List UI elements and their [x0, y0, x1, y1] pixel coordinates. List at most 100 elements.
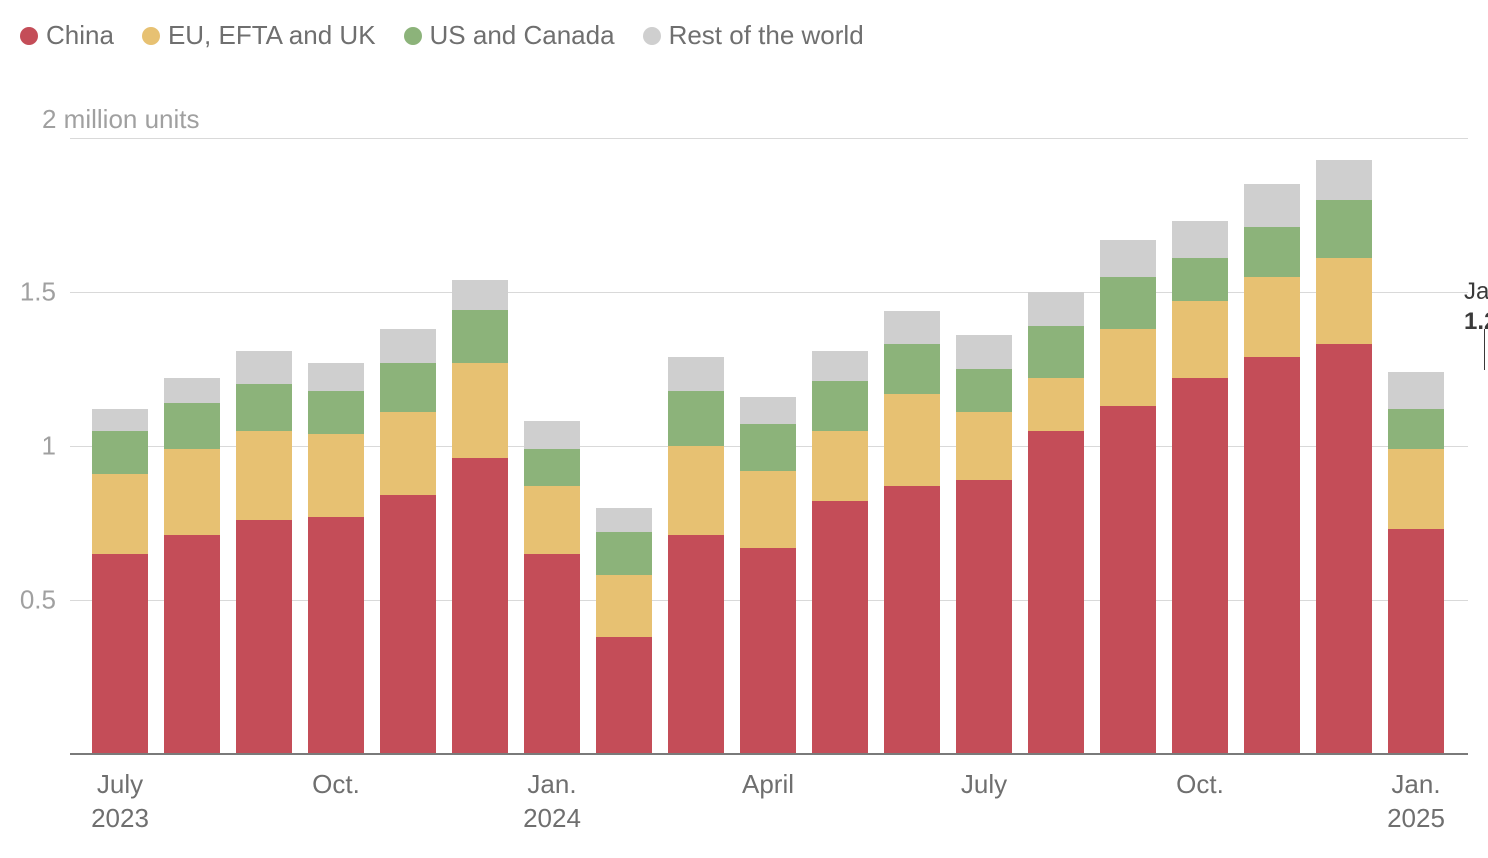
bar-column	[1172, 221, 1228, 754]
legend-swatch-china	[20, 27, 38, 45]
bar-column	[956, 335, 1012, 754]
bar-column	[236, 351, 292, 754]
bar-segment-china	[380, 495, 436, 754]
bar-column	[668, 357, 724, 754]
annotation-date: Jan 2025	[1464, 277, 1488, 307]
bar-segment-usca	[956, 369, 1012, 412]
annotation-leader-line	[1484, 329, 1485, 370]
bar-column	[740, 397, 796, 754]
bar-segment-usca	[740, 424, 796, 470]
bar-segment-usca	[452, 310, 508, 362]
x-tick-label: July	[961, 768, 1007, 802]
y-tick-label: 1	[42, 431, 56, 462]
bar-segment-rest	[596, 508, 652, 533]
bar-segment-china	[92, 554, 148, 754]
bar-column	[884, 310, 940, 754]
y-axis-max-label: 2 million units	[42, 104, 200, 135]
legend-item-china: China	[20, 20, 114, 51]
bar-segment-china	[740, 548, 796, 754]
bar-segment-eu	[740, 471, 796, 548]
bar-segment-eu	[1100, 329, 1156, 406]
bar-segment-china	[1316, 344, 1372, 754]
bar-segment-usca	[884, 344, 940, 393]
bar-segment-usca	[164, 403, 220, 449]
x-tick-label-line1: Oct.	[1176, 768, 1224, 802]
bar-segment-usca	[596, 532, 652, 575]
x-tick-label-line2: 2024	[523, 802, 581, 836]
legend-label-rest: Rest of the world	[669, 20, 864, 51]
bar-segment-rest	[740, 397, 796, 425]
x-tick-label: Oct.	[312, 768, 360, 802]
legend-item-rest: Rest of the world	[643, 20, 864, 51]
bar-segment-eu	[236, 431, 292, 520]
x-tick-label: July2023	[91, 768, 149, 836]
x-tick-label: April	[742, 768, 794, 802]
bar-segment-eu	[164, 449, 220, 535]
bar-segment-rest	[1100, 240, 1156, 277]
x-tick-label-line1: Jan.	[1387, 768, 1445, 802]
x-tick-label: Oct.	[1176, 768, 1224, 802]
bar-segment-rest	[164, 378, 220, 403]
bar-segment-china	[1100, 406, 1156, 754]
annotation-callout: Jan 2025 1.26 million	[1464, 277, 1488, 337]
legend-label-eu: EU, EFTA and UK	[168, 20, 376, 51]
bar-segment-eu	[596, 575, 652, 637]
y-tick-label: 0.5	[20, 585, 56, 616]
bar-segment-usca	[524, 449, 580, 486]
x-tick-label-line2: 2023	[91, 802, 149, 836]
bar-segment-eu	[1172, 301, 1228, 378]
bar-column	[596, 508, 652, 754]
y-tick-label: 1.5	[20, 277, 56, 308]
bar-segment-rest	[308, 363, 364, 391]
bar-segment-rest	[1388, 372, 1444, 409]
legend-label-usca: US and Canada	[430, 20, 615, 51]
bar-segment-usca	[1244, 227, 1300, 276]
bar-segment-rest	[1316, 160, 1372, 200]
bar-segment-china	[164, 535, 220, 754]
bar-segment-rest	[956, 335, 1012, 369]
bar-segment-usca	[380, 363, 436, 412]
bar-segment-china	[452, 458, 508, 754]
legend-swatch-rest	[643, 27, 661, 45]
bar-segment-eu	[524, 486, 580, 554]
stacked-bar-chart: China EU, EFTA and UK US and Canada Rest of…	[0, 0, 1488, 858]
bar-column	[452, 280, 508, 754]
x-axis-baseline	[70, 753, 1468, 755]
bar-segment-rest	[1244, 184, 1300, 227]
bar-segment-rest	[1028, 292, 1084, 326]
bar-column	[1316, 160, 1372, 754]
bar-segment-eu	[308, 434, 364, 517]
bar-segment-eu	[668, 446, 724, 535]
bar-segment-usca	[1172, 258, 1228, 301]
legend-swatch-usca	[404, 27, 422, 45]
bar-segment-eu	[1028, 378, 1084, 430]
x-tick-label-line1: July	[91, 768, 149, 802]
bar-segment-eu	[1316, 258, 1372, 344]
x-tick-label: Jan.2025	[1387, 768, 1445, 836]
bar-column	[1388, 372, 1444, 754]
bar-segment-china	[236, 520, 292, 754]
bar-segment-usca	[92, 431, 148, 474]
bar-segment-rest	[884, 311, 940, 345]
bar-segment-rest	[668, 357, 724, 391]
bar-segment-china	[956, 480, 1012, 754]
bar-segment-usca	[668, 391, 724, 446]
bar-segment-china	[1244, 357, 1300, 754]
bar-segment-china	[1028, 431, 1084, 754]
bar-segment-eu	[884, 394, 940, 486]
bar-segment-usca	[308, 391, 364, 434]
bar-column	[812, 351, 868, 754]
bar-segment-usca	[812, 381, 868, 430]
bar-segment-rest	[236, 351, 292, 385]
bars-container	[70, 138, 1468, 754]
plot-area: July2023Oct.Jan.2024AprilJulyOct.Jan.202…	[70, 138, 1468, 754]
bar-segment-china	[524, 554, 580, 754]
legend-label-china: China	[46, 20, 114, 51]
bar-segment-usca	[1316, 200, 1372, 259]
x-tick-label: Jan.2024	[523, 768, 581, 836]
bar-segment-usca	[236, 384, 292, 430]
bar-column	[524, 421, 580, 754]
bar-segment-usca	[1388, 409, 1444, 449]
x-tick-label-line1: Jan.	[523, 768, 581, 802]
bar-segment-china	[308, 517, 364, 754]
